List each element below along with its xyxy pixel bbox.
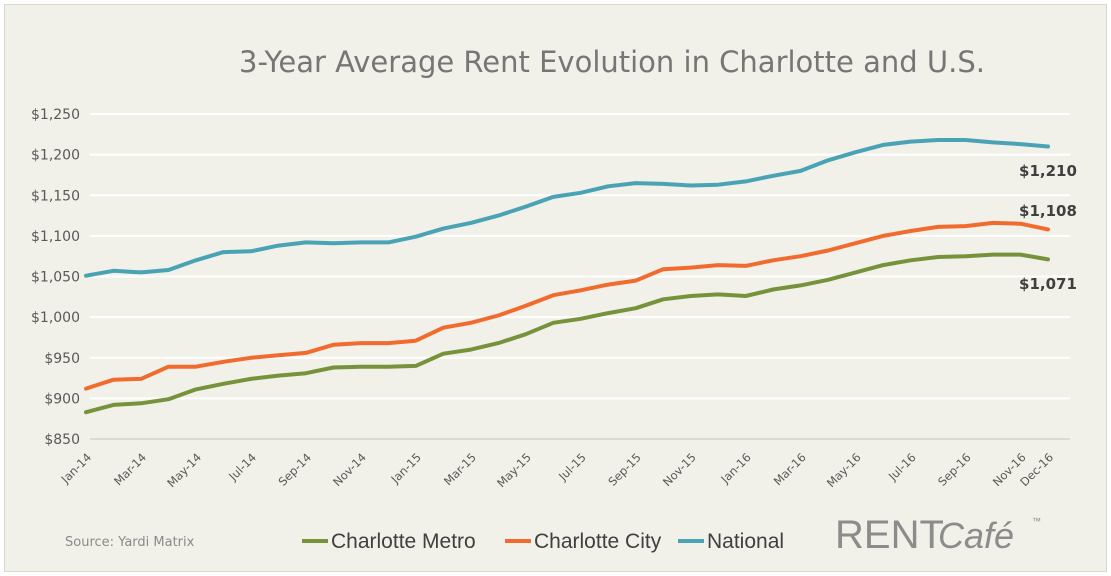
x-tick-label: Jul-14 <box>225 450 259 484</box>
x-tick-label: Jan-14 <box>58 450 94 486</box>
series-line-charlotte-city <box>84 220 1050 391</box>
y-tick-label: $1,000 <box>31 310 80 326</box>
x-tick-label: Jul-16 <box>885 450 919 484</box>
x-tick-label: Jul-15 <box>555 450 589 484</box>
legend-label: National <box>707 530 784 553</box>
x-tick-label: Nov-15 <box>660 450 699 489</box>
x-tick-label: May-15 <box>494 450 534 490</box>
rentcafe-logo: RENT Café ™ <box>835 513 1041 557</box>
x-tick-label: May-14 <box>164 450 204 490</box>
x-tick-label: Mar-16 <box>771 450 809 488</box>
y-tick-label: $1,150 <box>31 188 80 204</box>
x-tick-label: Sep-15 <box>605 450 644 489</box>
logo-rent: RENT <box>835 513 944 557</box>
logo-cafe: Café <box>938 515 1014 556</box>
x-tick-label: Mar-15 <box>441 450 479 488</box>
legend-label: Charlotte Metro <box>331 530 476 553</box>
x-tick-label: Sep-16 <box>935 450 974 489</box>
y-tick-label: $1,050 <box>31 270 80 286</box>
y-tick-label: $1,100 <box>31 229 80 245</box>
y-tick-label: $1,200 <box>31 148 80 164</box>
chart-title: 3-Year Average Rent Evolution in Charlot… <box>239 45 985 79</box>
x-tick-label: Nov-14 <box>330 450 369 489</box>
y-tick-label: $950 <box>44 351 80 367</box>
x-tick-label: Sep-14 <box>275 450 314 489</box>
logo-tm: ™ <box>1032 516 1041 526</box>
x-tick-label: Mar-14 <box>111 450 149 488</box>
y-tick-label: $900 <box>44 391 80 407</box>
series-line-charlotte-metro <box>84 252 1050 415</box>
chart-background <box>4 4 1107 572</box>
legend-label: Charlotte City <box>534 530 662 553</box>
x-tick-label: Jan-15 <box>388 450 424 486</box>
x-tick-label: May-16 <box>824 450 864 490</box>
end-value-label: $1,108 <box>1019 202 1077 220</box>
end-value-label: $1,071 <box>1019 275 1077 293</box>
y-tick-label: $850 <box>44 432 80 448</box>
series-line-national <box>84 138 1050 278</box>
x-tick-label: Jan-16 <box>717 450 753 486</box>
source-note: Source: Yardi Matrix <box>65 535 195 550</box>
y-tick-label: $1,250 <box>31 107 80 123</box>
end-value-label: $1,210 <box>1019 162 1077 180</box>
